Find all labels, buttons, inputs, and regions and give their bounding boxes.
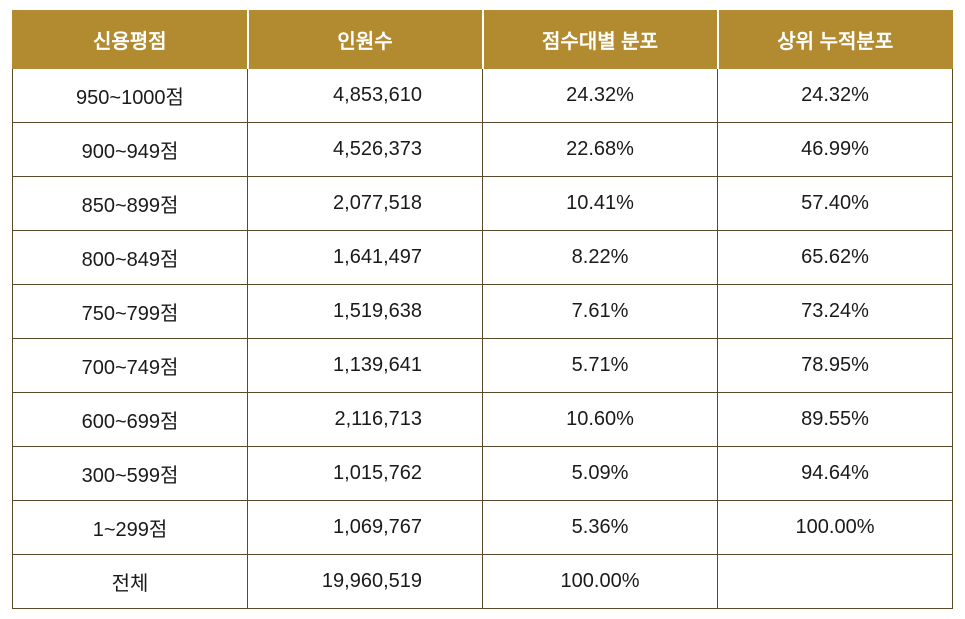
cell-dist: 7.61% <box>483 285 718 339</box>
col-dist: 점수대별 분포 <box>483 11 718 69</box>
cell-count: 2,077,518 <box>248 177 483 231</box>
cell-score: 900~949점 <box>13 123 248 177</box>
cell-cum: 78.95% <box>718 339 953 393</box>
cell-dist: 5.09% <box>483 447 718 501</box>
cell-cum: 100.00% <box>718 501 953 555</box>
table-row: 700~749점 1,139,641 5.71% 78.95% <box>13 339 953 393</box>
cell-cum: 46.99% <box>718 123 953 177</box>
cell-count: 1,519,638 <box>248 285 483 339</box>
table-row: 300~599점 1,015,762 5.09% 94.64% <box>13 447 953 501</box>
table-row: 1~299점 1,069,767 5.36% 100.00% <box>13 501 953 555</box>
cell-dist: 22.68% <box>483 123 718 177</box>
table-row: 750~799점 1,519,638 7.61% 73.24% <box>13 285 953 339</box>
cell-count: 19,960,519 <box>248 555 483 609</box>
cell-score: 700~749점 <box>13 339 248 393</box>
cell-cum: 24.32% <box>718 69 953 123</box>
table-row: 800~849점 1,641,497 8.22% 65.62% <box>13 231 953 285</box>
cell-dist: 8.22% <box>483 231 718 285</box>
cell-score: 전체 <box>13 555 248 609</box>
cell-score: 850~899점 <box>13 177 248 231</box>
cell-count: 1,015,762 <box>248 447 483 501</box>
cell-cum: 73.24% <box>718 285 953 339</box>
cell-cum: 57.40% <box>718 177 953 231</box>
table-row: 600~699점 2,116,713 10.60% 89.55% <box>13 393 953 447</box>
cell-count: 4,526,373 <box>248 123 483 177</box>
table-header-row: 신용평점 인원수 점수대별 분포 상위 누적분포 <box>13 11 953 69</box>
cell-count: 4,853,610 <box>248 69 483 123</box>
cell-cum <box>718 555 953 609</box>
cell-dist: 5.71% <box>483 339 718 393</box>
cell-dist: 5.36% <box>483 501 718 555</box>
cell-count: 1,641,497 <box>248 231 483 285</box>
col-count: 인원수 <box>248 11 483 69</box>
cell-dist: 10.41% <box>483 177 718 231</box>
cell-count: 1,069,767 <box>248 501 483 555</box>
cell-count: 1,139,641 <box>248 339 483 393</box>
cell-cum: 89.55% <box>718 393 953 447</box>
cell-dist: 10.60% <box>483 393 718 447</box>
cell-cum: 65.62% <box>718 231 953 285</box>
cell-cum: 94.64% <box>718 447 953 501</box>
cell-dist: 100.00% <box>483 555 718 609</box>
cell-count: 2,116,713 <box>248 393 483 447</box>
table-row: 900~949점 4,526,373 22.68% 46.99% <box>13 123 953 177</box>
table-row: 850~899점 2,077,518 10.41% 57.40% <box>13 177 953 231</box>
credit-score-table: 신용평점 인원수 점수대별 분포 상위 누적분포 950~1000점 4,853… <box>12 10 953 609</box>
col-score: 신용평점 <box>13 11 248 69</box>
cell-dist: 24.32% <box>483 69 718 123</box>
cell-score: 800~849점 <box>13 231 248 285</box>
table-row: 950~1000점 4,853,610 24.32% 24.32% <box>13 69 953 123</box>
cell-score: 300~599점 <box>13 447 248 501</box>
cell-score: 950~1000점 <box>13 69 248 123</box>
col-cum: 상위 누적분포 <box>718 11 953 69</box>
table-row-total: 전체 19,960,519 100.00% <box>13 555 953 609</box>
cell-score: 1~299점 <box>13 501 248 555</box>
cell-score: 600~699점 <box>13 393 248 447</box>
cell-score: 750~799점 <box>13 285 248 339</box>
